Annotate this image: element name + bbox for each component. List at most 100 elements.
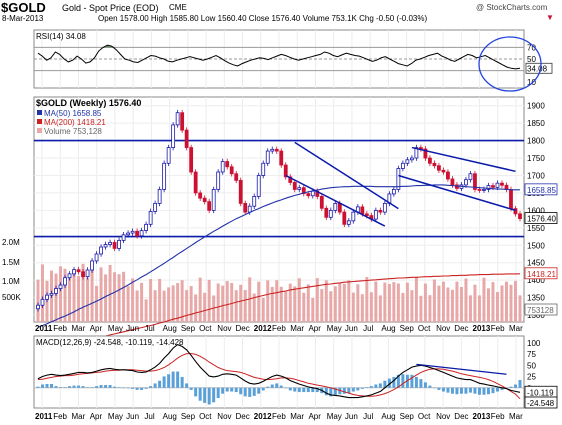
macd-histogram-bar bbox=[126, 387, 130, 389]
price-tick-label: 1500 bbox=[527, 241, 545, 250]
volume-bar bbox=[473, 284, 477, 322]
x-axis-label: 2011 bbox=[35, 324, 53, 333]
x-axis-label: 2012 bbox=[254, 324, 272, 333]
x-axis-label: Aug bbox=[381, 412, 395, 421]
candle-body bbox=[144, 223, 149, 232]
candle-body bbox=[234, 173, 239, 181]
candle-body bbox=[81, 271, 85, 278]
macd-histogram-bar bbox=[50, 383, 54, 388]
macd-histogram-bar bbox=[333, 387, 337, 396]
macd-histogram-bar bbox=[117, 387, 121, 388]
volume-bar bbox=[405, 282, 409, 322]
macd-histogram-bar bbox=[59, 387, 63, 388]
x-axis-label: Oct bbox=[418, 412, 431, 421]
volume-bar bbox=[257, 281, 261, 322]
x-axis-label: Mar bbox=[71, 324, 85, 333]
macd-histogram-bar bbox=[279, 385, 283, 388]
ma50-value-label-box bbox=[524, 183, 558, 196]
volume-bar bbox=[428, 295, 432, 322]
x-axis-label: Sep bbox=[181, 412, 196, 421]
macd-histogram-bar bbox=[432, 387, 436, 389]
candle-body bbox=[261, 162, 266, 176]
exchange-label: CME bbox=[169, 3, 187, 12]
candle-body bbox=[148, 211, 153, 225]
volume-bar bbox=[356, 284, 360, 322]
volume-bar bbox=[302, 292, 306, 322]
candle-body bbox=[36, 304, 40, 310]
volume-value-label-box bbox=[524, 303, 558, 316]
candle-body bbox=[171, 124, 176, 148]
x-axis-label: Aug bbox=[163, 324, 177, 333]
x-axis-label: Feb bbox=[272, 324, 286, 333]
macd-histogram-bar bbox=[167, 374, 171, 388]
candle-body bbox=[193, 171, 198, 194]
candle-body bbox=[364, 213, 369, 217]
macd-tick-label: 100 bbox=[527, 339, 541, 348]
volume-bar bbox=[374, 281, 378, 322]
macd-histogram-bar bbox=[450, 387, 454, 394]
volume-bar bbox=[504, 281, 508, 322]
candle-body bbox=[117, 239, 121, 249]
volume-tick-label: 500K bbox=[2, 293, 21, 302]
ma200-value-label: 1418.21 bbox=[527, 270, 556, 279]
volume-bar bbox=[90, 266, 94, 322]
candle-body bbox=[518, 213, 522, 220]
volume-bar bbox=[230, 283, 234, 322]
macd-trendline bbox=[416, 363, 507, 375]
candle-body bbox=[40, 298, 45, 306]
price-tick-label: 1800 bbox=[527, 137, 545, 146]
candle-body bbox=[207, 201, 212, 211]
macd-histogram-bar bbox=[194, 387, 198, 397]
price-tick-label: 1400 bbox=[527, 276, 545, 285]
macd-histogram-bar bbox=[108, 385, 112, 388]
volume-legend: Volume 753,128 bbox=[44, 127, 102, 136]
macd-histogram-bar bbox=[185, 383, 189, 388]
volume-bar bbox=[459, 286, 463, 322]
candle-body bbox=[130, 230, 135, 234]
x-axis-label: Sep bbox=[400, 324, 415, 333]
volume-bar bbox=[104, 274, 108, 322]
volume-bar bbox=[243, 290, 247, 322]
macd-histogram-bar bbox=[158, 380, 162, 388]
volume-bar bbox=[509, 284, 513, 322]
macd-histogram-bar bbox=[459, 387, 463, 394]
volume-bar bbox=[144, 299, 148, 322]
macd-histogram-bar bbox=[81, 386, 85, 388]
volume-bar bbox=[495, 292, 499, 322]
macd-histogram-bar bbox=[365, 387, 369, 388]
candle-body bbox=[243, 202, 248, 213]
volume-bar bbox=[158, 278, 162, 322]
candle-body bbox=[166, 147, 171, 164]
volume-bar bbox=[59, 266, 63, 322]
x-axis-label: Nov bbox=[217, 324, 231, 333]
macd-histogram-bar bbox=[144, 387, 148, 389]
price-tick-label: 1550 bbox=[527, 224, 545, 233]
downtrend-channel-lower bbox=[285, 174, 386, 227]
candle-body bbox=[198, 192, 203, 199]
x-axis-label: Jun bbox=[345, 324, 358, 333]
macd-histogram-bar bbox=[54, 386, 58, 388]
x-axis-label: Jun bbox=[126, 324, 139, 333]
volume-bar bbox=[248, 277, 252, 322]
recent-channel-lower bbox=[398, 174, 516, 212]
volume-bar bbox=[482, 277, 486, 322]
x-axis-label: Apr bbox=[308, 412, 321, 421]
candle-body bbox=[486, 185, 491, 190]
macd-histogram-bar bbox=[68, 386, 72, 388]
macd-histogram-bar bbox=[378, 383, 382, 388]
ma50-value-label: 1658.85 bbox=[527, 186, 556, 195]
macd-histogram-bar bbox=[504, 387, 508, 389]
macd-histogram-bar bbox=[311, 387, 315, 393]
macd-histogram-bar bbox=[455, 387, 459, 395]
x-axis-label: Apr bbox=[308, 324, 321, 333]
candle-body bbox=[85, 269, 90, 278]
macd-histogram-bar bbox=[405, 374, 409, 388]
volume-bar bbox=[81, 263, 85, 322]
price-tick-label: 1900 bbox=[527, 102, 545, 111]
macd-histogram-bar bbox=[266, 386, 270, 388]
candle-body bbox=[342, 211, 347, 225]
volume-bar bbox=[63, 268, 67, 322]
candle-body bbox=[297, 187, 302, 190]
macd-histogram-bar bbox=[221, 387, 225, 394]
candle-body bbox=[473, 173, 477, 190]
